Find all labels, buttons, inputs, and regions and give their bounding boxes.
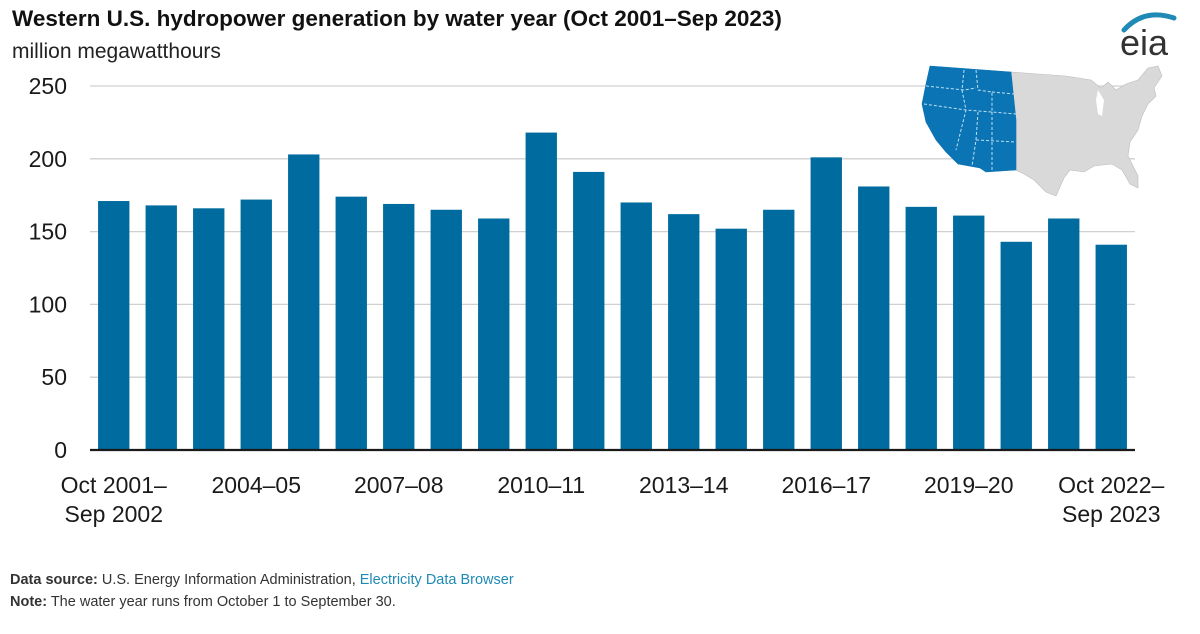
y-axis-ticks: 0 50 100 150 200 250 — [29, 73, 67, 463]
y-tick-label: 0 — [54, 437, 67, 463]
bar-2007–08 — [383, 203, 415, 450]
eia-logo: eia — [1114, 6, 1178, 63]
bars — [98, 132, 1127, 451]
electricity-data-browser-link[interactable]: Electricity Data Browser — [359, 572, 514, 588]
y-tick-label: 50 — [41, 364, 67, 390]
x-tick-label-line: 2007–08 — [354, 472, 444, 498]
eastern-us-shape — [1010, 65, 1163, 197]
y-tick-label: 150 — [29, 219, 67, 245]
great-lakes-shape — [1096, 90, 1104, 116]
x-tick-label-line: Sep 2002 — [65, 501, 163, 527]
x-axis-ticks: Oct 2001– Sep 2002 2004–05 2007–08 2010–11 20… — [61, 472, 1165, 527]
note-line: Note: The water year runs from October 1… — [10, 594, 396, 610]
x-tick-label: Oct 2022– Sep 2023 — [1058, 472, 1164, 527]
bar-2008–09 — [430, 209, 462, 450]
bar-2004–05 — [240, 199, 272, 450]
x-tick-label-line: Oct 2022– — [1058, 472, 1164, 498]
western-us-shape — [921, 65, 1017, 173]
y-tick-label: 200 — [29, 146, 67, 172]
bar-2010–11 — [525, 132, 557, 451]
data-source-text: U.S. Energy Information Administration, — [97, 572, 360, 588]
us-map-western-states-highlighted-icon — [921, 65, 1163, 197]
x-tick-label-line: Oct 2001– — [61, 472, 167, 498]
x-tick-label: Oct 2001– Sep 2002 — [61, 472, 167, 527]
eia-logo-text: eia — [1120, 22, 1169, 63]
x-tick-label-line: 2013–14 — [639, 472, 729, 498]
note-label: Note: — [10, 594, 48, 610]
x-tick-label: 2010–11 — [497, 472, 585, 498]
bar-2003–04 — [193, 208, 225, 450]
data-source-line: Data source: U.S. Energy Information Adm… — [10, 572, 514, 588]
x-tick-label-line: 2019–20 — [924, 472, 1014, 498]
x-tick-label: 2004–05 — [211, 472, 301, 498]
bar-2013–14 — [668, 214, 700, 450]
x-tick-label: 2013–14 — [639, 472, 729, 498]
x-tick-label: 2007–08 — [354, 472, 444, 498]
bar-2012–13 — [620, 202, 652, 450]
x-tick-label: 2016–17 — [781, 472, 871, 498]
bar-2002–03 — [145, 205, 177, 450]
x-tick-label-line: 2016–17 — [781, 472, 871, 498]
note-text: The water year runs from October 1 to Se… — [47, 594, 396, 610]
bar-2005–06 — [288, 154, 320, 450]
chart-title: Western U.S. hydropower generation by wa… — [12, 6, 782, 31]
eia-logo-icon — [1121, 12, 1177, 33]
bar-2022–23 — [1095, 244, 1127, 450]
bar-2006–07 — [335, 196, 367, 450]
bar-2020–21 — [1000, 241, 1032, 450]
bar-2011–12 — [573, 171, 605, 451]
bar-2016–17 — [810, 157, 842, 450]
x-tick-label-line: 2010–11 — [497, 472, 585, 498]
bar-2015–16 — [763, 209, 795, 450]
bar-2014–15 — [715, 228, 747, 450]
y-tick-label: 250 — [29, 73, 67, 99]
bar-2018–19 — [905, 206, 937, 450]
bar-2017–18 — [858, 186, 890, 451]
bar-2001–02 — [98, 201, 130, 450]
y-tick-label: 100 — [29, 291, 67, 317]
bar-2019–20 — [953, 215, 985, 450]
state-borders — [923, 69, 1017, 170]
bar-2021–22 — [1048, 218, 1080, 450]
x-tick-label: 2019–20 — [924, 472, 1014, 498]
bar-2009–10 — [478, 218, 510, 450]
x-tick-label-line: Sep 2023 — [1062, 501, 1160, 527]
y-axis-units: million megawatthours — [12, 40, 221, 63]
data-source-label: Data source: — [10, 572, 98, 588]
x-tick-label-line: 2004–05 — [211, 472, 301, 498]
